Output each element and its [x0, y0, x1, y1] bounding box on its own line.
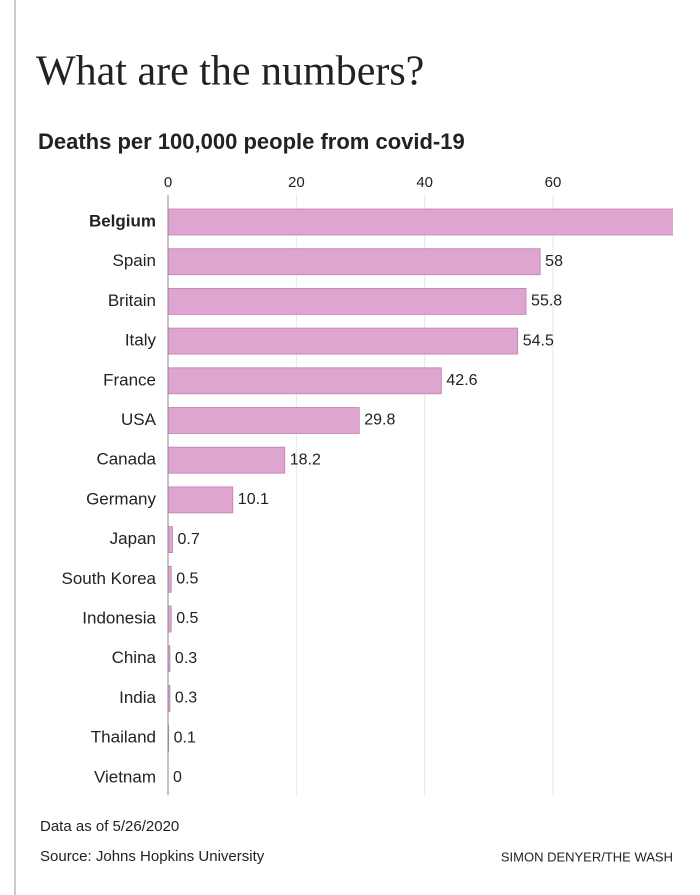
value-label: 0	[173, 769, 182, 786]
chart-subtitle: Deaths per 100,000 people from covid-19	[38, 129, 465, 154]
value-label: 0.3	[175, 650, 197, 667]
value-label: 0.5	[176, 610, 198, 627]
value-label: 42.6	[446, 372, 477, 389]
chart-title: What are the numbers?	[36, 49, 424, 95]
y-tick-label: France	[103, 370, 156, 389]
value-label: 55.8	[531, 293, 562, 310]
value-label: 18.2	[290, 451, 321, 468]
value-label: 0.5	[176, 571, 198, 588]
value-label: 0.3	[175, 690, 197, 707]
y-tick-label: Spain	[113, 251, 156, 270]
y-tick-label: South Korea	[61, 569, 156, 588]
y-tick-label: Vietnam	[94, 767, 156, 786]
value-label: 10.1	[238, 491, 269, 508]
bar	[168, 486, 234, 514]
x-tick-label: 60	[545, 174, 562, 191]
bar	[168, 367, 442, 395]
y-tick-label: Indonesia	[82, 608, 156, 627]
bar	[168, 208, 673, 236]
bar	[168, 287, 527, 315]
value-label: 58	[545, 253, 563, 270]
y-tick-label: Italy	[125, 331, 157, 350]
y-tick-label: Thailand	[91, 728, 156, 747]
y-tick-label: Britain	[108, 291, 156, 310]
note: Source: Johns Hopkins University	[40, 848, 265, 865]
value-label: 29.8	[364, 412, 395, 429]
y-tick-label: China	[112, 648, 157, 667]
y-tick-label: India	[119, 688, 156, 707]
x-tick-label: 20	[288, 174, 305, 191]
y-tick-label: Japan	[110, 529, 156, 548]
credit: SIMON DENYER/THE WASH	[501, 849, 673, 864]
note: Data as of 5/26/2020	[40, 818, 179, 835]
bars	[168, 208, 673, 792]
bar	[168, 407, 360, 434]
bar	[168, 446, 286, 474]
bar	[168, 685, 171, 712]
x-tick-label: 0	[164, 174, 172, 191]
y-tick-label: Belgium	[89, 211, 156, 230]
value-label: 54.5	[523, 332, 554, 349]
bar	[168, 645, 171, 673]
y-tick-label: Canada	[96, 450, 156, 469]
bar	[168, 248, 541, 276]
y-tick-label: Germany	[86, 489, 156, 508]
bar	[168, 526, 173, 553]
value-label: 0.7	[177, 531, 199, 548]
bar	[168, 565, 172, 593]
bar	[168, 605, 172, 633]
x-tick-label: 40	[416, 174, 433, 191]
y-tick-label: USA	[121, 410, 157, 429]
value-label: 0.1	[174, 729, 196, 746]
bar	[168, 327, 519, 355]
